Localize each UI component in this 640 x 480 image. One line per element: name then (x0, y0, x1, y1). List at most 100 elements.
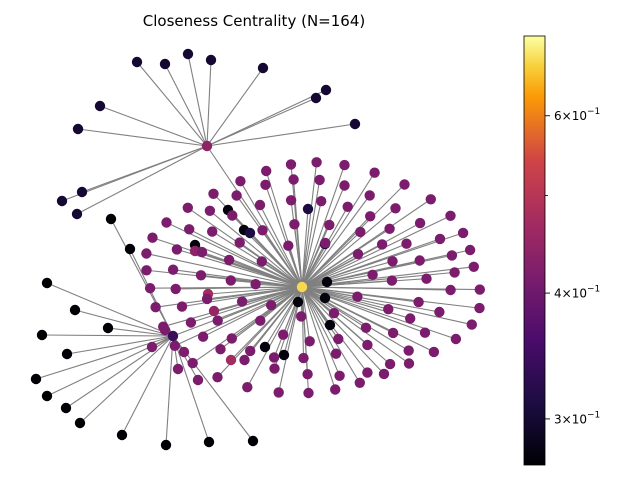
network-node (387, 256, 398, 267)
network-node (434, 233, 446, 245)
edge (175, 286, 303, 290)
network-node (169, 340, 180, 351)
network-node (131, 56, 143, 68)
edge (255, 283, 303, 288)
edge (301, 286, 339, 340)
edge (261, 260, 303, 288)
network-node (257, 62, 269, 74)
edge (231, 286, 303, 339)
network-node (250, 279, 261, 290)
network-node (384, 358, 396, 370)
edge (301, 280, 392, 288)
edge (176, 248, 303, 288)
network-node (201, 293, 213, 305)
network-node (259, 341, 271, 353)
network-node (428, 346, 440, 358)
nodes (30, 48, 485, 451)
network-node (245, 345, 256, 357)
network-node (235, 176, 246, 187)
edge (301, 286, 336, 390)
network-node (176, 301, 188, 312)
network-node (314, 174, 325, 186)
edge (301, 195, 371, 288)
network-node (390, 203, 401, 214)
network-node (446, 250, 458, 261)
edge (202, 286, 303, 338)
network-node (413, 296, 424, 308)
network-node (352, 248, 364, 260)
network-node (304, 336, 315, 347)
edge (301, 286, 385, 375)
network-node (464, 244, 476, 256)
network-node (215, 344, 226, 355)
network-node (296, 311, 307, 322)
network-node (197, 331, 209, 342)
edge (66, 335, 174, 355)
edge (301, 224, 330, 288)
edge (301, 286, 358, 298)
network-node (364, 190, 375, 201)
edge (301, 207, 396, 288)
network-node (242, 382, 253, 393)
edge (301, 286, 367, 329)
network-node (147, 232, 158, 243)
edge (206, 59, 212, 147)
network-node (384, 223, 395, 234)
edge (136, 61, 208, 147)
edge (207, 286, 303, 300)
network-node (292, 296, 304, 308)
edge (241, 286, 303, 303)
network-node (378, 368, 390, 380)
network-node (273, 387, 284, 398)
edge (172, 335, 210, 443)
network-node (207, 226, 218, 237)
edge (239, 180, 303, 288)
edge (301, 162, 318, 288)
network-node (265, 300, 277, 311)
network-node (311, 157, 322, 168)
network-node (316, 196, 327, 207)
network-node (354, 377, 365, 388)
network-node (334, 370, 345, 381)
network-node (76, 186, 88, 198)
network-node (349, 118, 361, 130)
network-node (225, 354, 237, 366)
network-node (41, 390, 53, 402)
network-node (61, 348, 73, 360)
network-node (401, 238, 412, 249)
network-node (226, 333, 237, 344)
network-node (339, 159, 350, 171)
edge (301, 286, 361, 384)
network-node (283, 240, 294, 251)
edge (301, 215, 451, 288)
network-node (69, 304, 81, 316)
chart-title: Closeness Centrality (N=164) (143, 12, 365, 30)
edge (246, 286, 303, 388)
network-node (425, 194, 436, 205)
network-node (383, 304, 394, 315)
edge (239, 242, 303, 288)
network-node (324, 319, 336, 331)
network-node (144, 283, 156, 294)
network-node (376, 239, 388, 250)
hub-node-top (201, 140, 213, 152)
edge (206, 123, 356, 147)
edge (164, 63, 208, 147)
colorbar-ticks: 3×10−14×10−16×10−1 (545, 107, 600, 426)
network-node (365, 211, 376, 222)
network-node (192, 374, 204, 386)
network-node (414, 255, 425, 266)
network-node (30, 373, 42, 385)
edge (301, 286, 394, 334)
network-node (450, 333, 462, 345)
network-node (468, 261, 479, 272)
network-node (419, 327, 431, 338)
edge (121, 335, 174, 436)
network-node (225, 275, 236, 286)
network-node (360, 322, 372, 333)
network-node (41, 277, 53, 289)
network-node (141, 265, 152, 276)
network-node (182, 202, 193, 213)
network-node (185, 317, 197, 328)
edge (46, 282, 174, 337)
